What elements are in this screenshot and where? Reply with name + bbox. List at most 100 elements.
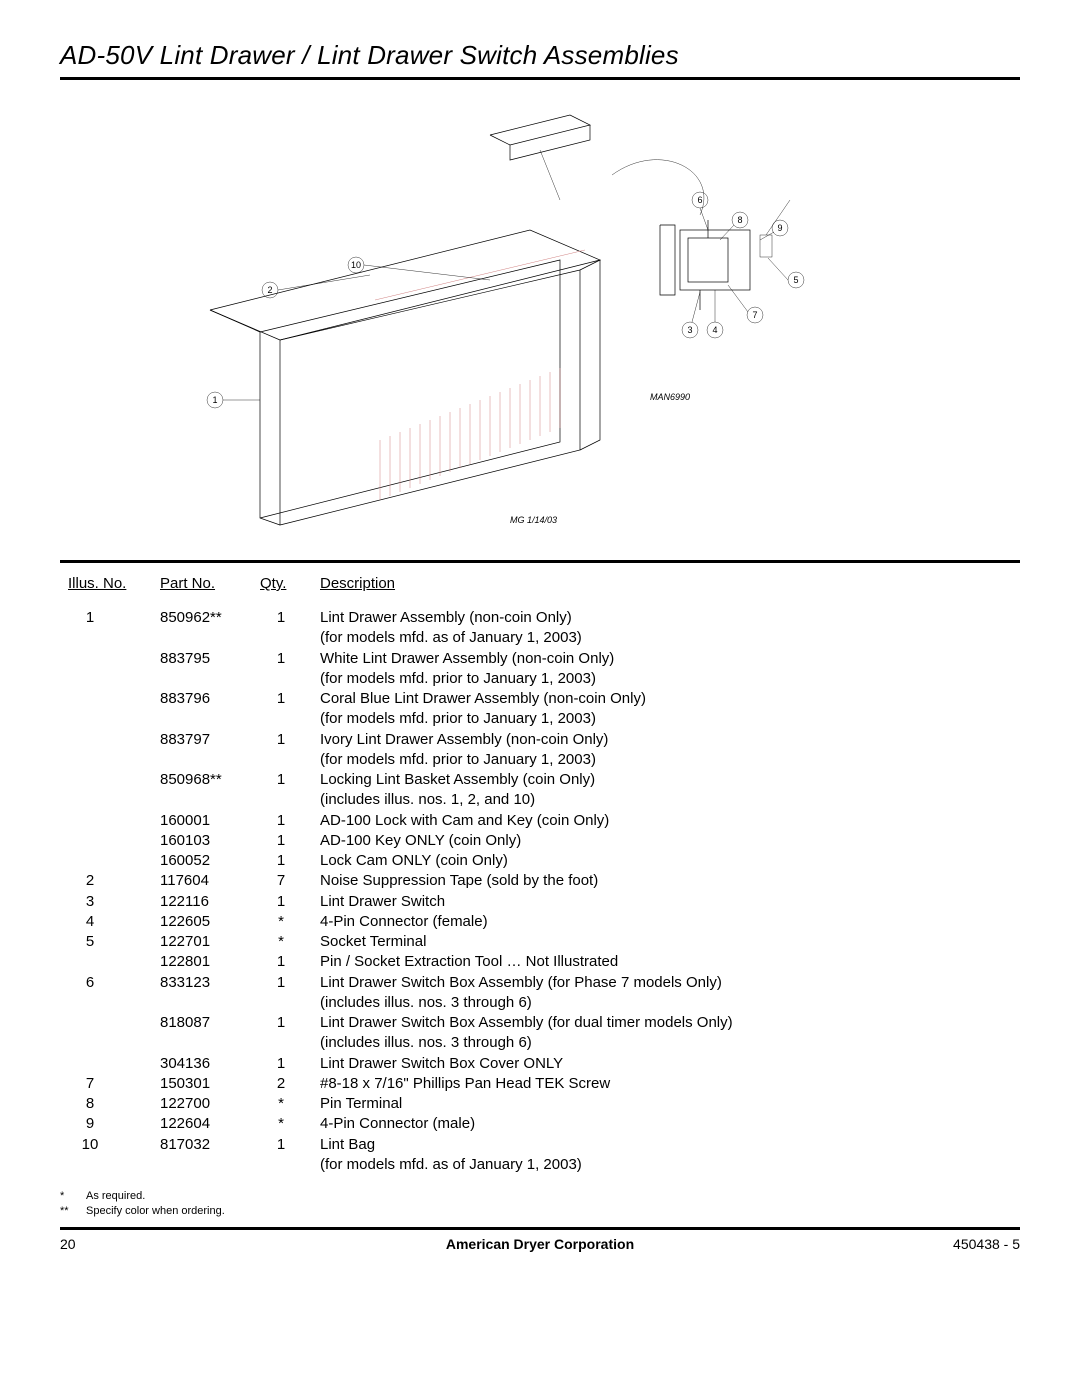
cell-qty: 1 xyxy=(260,952,320,972)
cell-illus xyxy=(60,952,160,972)
desc-line: #8-18 x 7/16" Phillips Pan Head TEK Scre… xyxy=(320,1074,1020,1094)
cell-qty: * xyxy=(260,932,320,952)
parts-table: Illus. No. Part No. Qty. Description 185… xyxy=(60,567,1020,1175)
table-row: 9122604*4-Pin Connector (male) xyxy=(60,1114,1020,1134)
footnote-row: *As required. xyxy=(60,1189,1020,1204)
table-row: 68331231Lint Drawer Switch Box Assembly … xyxy=(60,973,1020,1014)
desc-line: (for models mfd. prior to January 1, 200… xyxy=(320,750,1020,770)
cell-qty: 1 xyxy=(260,1013,320,1054)
desc-line: (for models mfd. as of January 1, 2003) xyxy=(320,628,1020,648)
table-row: 8837971Ivory Lint Drawer Assembly (non-c… xyxy=(60,730,1020,771)
desc-line: 4-Pin Connector (male) xyxy=(320,1114,1020,1134)
footnote-row: **Specify color when ordering. xyxy=(60,1204,1020,1219)
cell-desc: Socket Terminal xyxy=(320,932,1020,952)
footnote-mark: ** xyxy=(60,1204,86,1219)
cell-illus xyxy=(60,811,160,831)
cell-part: 883797 xyxy=(160,730,260,771)
cell-illus: 1 xyxy=(60,608,160,649)
footer-rule xyxy=(60,1227,1020,1230)
table-row: 1850962**1Lint Drawer Assembly (non-coin… xyxy=(60,608,1020,649)
table-row: 1600011AD-100 Lock with Cam and Key (coi… xyxy=(60,811,1020,831)
cell-desc: 4-Pin Connector (male) xyxy=(320,1114,1020,1134)
cell-part: 850962** xyxy=(160,608,260,649)
cell-part: 122700 xyxy=(160,1094,260,1114)
cell-part: 883796 xyxy=(160,689,260,730)
cell-desc: Lint Bag(for models mfd. as of January 1… xyxy=(320,1135,1020,1176)
desc-line: (for models mfd. as of January 1, 2003) xyxy=(320,1155,1020,1175)
desc-line: (for models mfd. prior to January 1, 200… xyxy=(320,669,1020,689)
cell-illus: 9 xyxy=(60,1114,160,1134)
col-part-header: Part No. xyxy=(160,575,215,592)
cell-illus xyxy=(60,851,160,871)
footer-page-number: 20 xyxy=(60,1236,76,1252)
cell-part: 850968** xyxy=(160,770,260,811)
cell-qty: 1 xyxy=(260,1135,320,1176)
cell-part: 122116 xyxy=(160,892,260,912)
cell-part: 117604 xyxy=(160,871,260,891)
cell-desc: White Lint Drawer Assembly (non-coin Onl… xyxy=(320,649,1020,690)
desc-line: Locking Lint Basket Assembly (coin Only) xyxy=(320,770,1020,790)
diagram-ref-bottom: MG 1/14/03 xyxy=(510,515,557,525)
cell-illus: 7 xyxy=(60,1074,160,1094)
cell-qty: * xyxy=(260,1094,320,1114)
cell-illus xyxy=(60,689,160,730)
cell-desc: Locking Lint Basket Assembly (coin Only)… xyxy=(320,770,1020,811)
cell-illus: 10 xyxy=(60,1135,160,1176)
cell-part: 122605 xyxy=(160,912,260,932)
cell-desc: #8-18 x 7/16" Phillips Pan Head TEK Scre… xyxy=(320,1074,1020,1094)
cell-qty: 1 xyxy=(260,892,320,912)
svg-text:1: 1 xyxy=(212,395,217,405)
table-row: 1228011Pin / Socket Extraction Tool … No… xyxy=(60,952,1020,972)
footnote-mark: * xyxy=(60,1189,86,1204)
table-row: 8122700*Pin Terminal xyxy=(60,1094,1020,1114)
cell-part: 150301 xyxy=(160,1074,260,1094)
desc-line: Pin / Socket Extraction Tool … Not Illus… xyxy=(320,952,1020,972)
cell-desc: Pin / Socket Extraction Tool … Not Illus… xyxy=(320,952,1020,972)
svg-text:8: 8 xyxy=(737,215,742,225)
table-row: 8837961Coral Blue Lint Drawer Assembly (… xyxy=(60,689,1020,730)
cell-desc: Pin Terminal xyxy=(320,1094,1020,1114)
cell-qty: 2 xyxy=(260,1074,320,1094)
diagram-ref-right: MAN6990 xyxy=(650,392,690,402)
table-row: 108170321Lint Bag(for models mfd. as of … xyxy=(60,1135,1020,1176)
cell-qty: * xyxy=(260,1114,320,1134)
svg-text:9: 9 xyxy=(777,223,782,233)
cell-desc: Lint Drawer Switch xyxy=(320,892,1020,912)
cell-qty: 1 xyxy=(260,831,320,851)
cell-part: 160052 xyxy=(160,851,260,871)
table-row: 21176047Noise Suppression Tape (sold by … xyxy=(60,871,1020,891)
desc-line: Coral Blue Lint Drawer Assembly (non-coi… xyxy=(320,689,1020,709)
cell-part: 122801 xyxy=(160,952,260,972)
desc-line: Noise Suppression Tape (sold by the foot… xyxy=(320,871,1020,891)
col-illus-header: Illus. No. xyxy=(68,575,126,592)
svg-text:4: 4 xyxy=(712,325,717,335)
cell-illus xyxy=(60,770,160,811)
cell-qty: 1 xyxy=(260,1054,320,1074)
table-row: 5122701*Socket Terminal xyxy=(60,932,1020,952)
cell-part: 883795 xyxy=(160,649,260,690)
table-top-rule xyxy=(60,560,1020,563)
cell-illus xyxy=(60,730,160,771)
cell-qty: 1 xyxy=(260,973,320,1014)
desc-line: Lock Cam ONLY (coin Only) xyxy=(320,851,1020,871)
desc-line: (for models mfd. prior to January 1, 200… xyxy=(320,709,1020,729)
exploded-diagram: 1 2 10 6 8 9 xyxy=(60,80,1020,560)
footer-company: American Dryer Corporation xyxy=(446,1236,634,1252)
cell-desc: Noise Suppression Tape (sold by the foot… xyxy=(320,871,1020,891)
col-desc-header: Description xyxy=(320,575,395,592)
table-row: 1600521Lock Cam ONLY (coin Only) xyxy=(60,851,1020,871)
desc-line: Lint Drawer Assembly (non-coin Only) xyxy=(320,608,1020,628)
desc-line: Pin Terminal xyxy=(320,1094,1020,1114)
cell-desc: Ivory Lint Drawer Assembly (non-coin Onl… xyxy=(320,730,1020,771)
cell-illus xyxy=(60,1054,160,1074)
desc-line: (includes illus. nos. 3 through 6) xyxy=(320,993,1020,1013)
svg-text:2: 2 xyxy=(267,285,272,295)
cell-qty: 1 xyxy=(260,608,320,649)
page-title: AD-50V Lint Drawer / Lint Drawer Switch … xyxy=(60,40,1020,77)
cell-illus: 5 xyxy=(60,932,160,952)
cell-qty: 7 xyxy=(260,871,320,891)
table-row: 8180871Lint Drawer Switch Box Assembly (… xyxy=(60,1013,1020,1054)
cell-qty: 1 xyxy=(260,851,320,871)
desc-line: 4-Pin Connector (female) xyxy=(320,912,1020,932)
footnote-text: Specify color when ordering. xyxy=(86,1204,225,1219)
